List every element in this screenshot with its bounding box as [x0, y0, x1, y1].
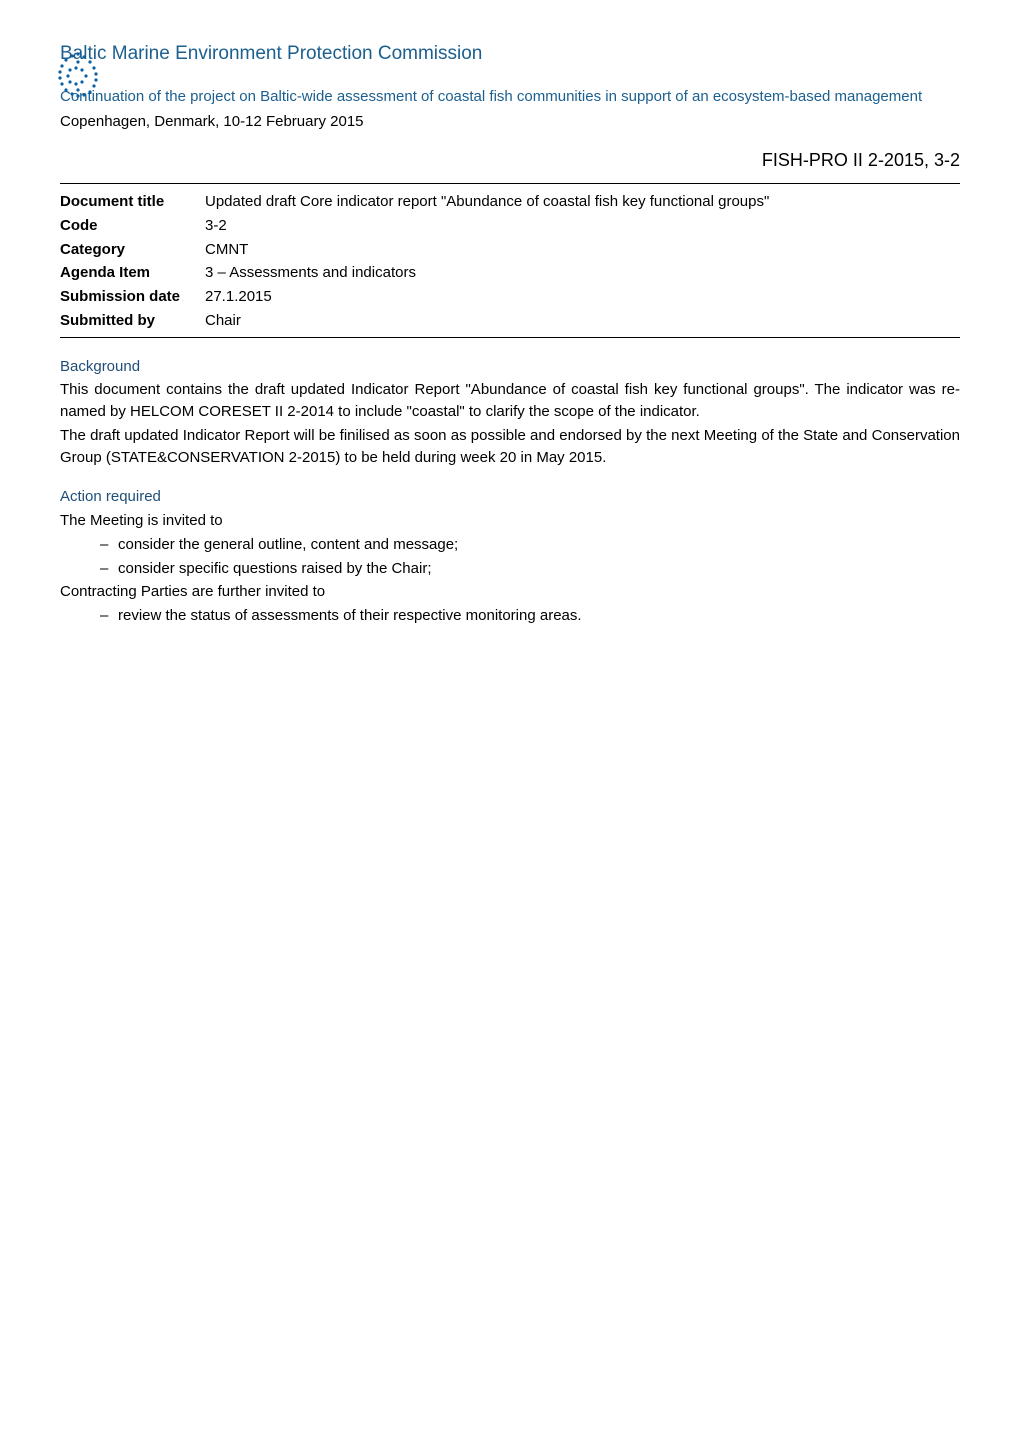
list-item: consider the general outline, content an…: [100, 534, 960, 556]
list-item: review the status of assessments of thei…: [100, 605, 960, 627]
meta-value: 3 – Assessments and indicators: [205, 261, 960, 285]
meta-label: Document title: [60, 190, 205, 214]
org-title: Baltic Marine Environment Protection Com…: [60, 40, 960, 68]
meta-value: 27.1.2015: [205, 285, 960, 309]
meta-value: Chair: [205, 309, 960, 333]
meta-label: Category: [60, 238, 205, 262]
meta-label: Agenda Item: [60, 261, 205, 285]
meta-value: CMNT: [205, 238, 960, 262]
meta-row: Submission date27.1.2015: [60, 285, 960, 309]
meta-table: Document titleUpdated draft Core indicat…: [60, 190, 960, 333]
action-bullets1: consider the general outline, content an…: [100, 534, 960, 580]
meta-row: CategoryCMNT: [60, 238, 960, 262]
meta-row: Submitted byChair: [60, 309, 960, 333]
meta-value: 3-2: [205, 214, 960, 238]
action-intro2: Contracting Parties are further invited …: [60, 581, 960, 603]
header-block: Baltic Marine Environment Protection Com…: [60, 40, 960, 173]
meta-label: Submitted by: [60, 309, 205, 333]
list-item: consider specific questions raised by th…: [100, 558, 960, 580]
action-bullets2: review the status of assessments of thei…: [100, 605, 960, 627]
meta-label: Submission date: [60, 285, 205, 309]
background-para2: The draft updated Indicator Report will …: [60, 425, 960, 469]
meta-row: Document titleUpdated draft Core indicat…: [60, 190, 960, 214]
meta-value: Updated draft Core indicator report "Abu…: [205, 190, 960, 214]
meta-row: Agenda Item3 – Assessments and indicator…: [60, 261, 960, 285]
divider-bottom: [60, 337, 960, 338]
action-intro1: The Meeting is invited to: [60, 510, 960, 532]
meta-label: Code: [60, 214, 205, 238]
action-heading: Action required: [60, 486, 960, 508]
meeting-location: Copenhagen, Denmark, 10-12 February 2015: [60, 111, 960, 133]
background-heading: Background: [60, 356, 960, 378]
project-description: Continuation of the project on Baltic-wi…: [60, 86, 960, 108]
doc-code: FISH-PRO II 2-2015, 3-2: [60, 147, 960, 173]
background-para1: This document contains the draft updated…: [60, 379, 960, 423]
divider-top: [60, 183, 960, 184]
meta-row: Code3-2: [60, 214, 960, 238]
